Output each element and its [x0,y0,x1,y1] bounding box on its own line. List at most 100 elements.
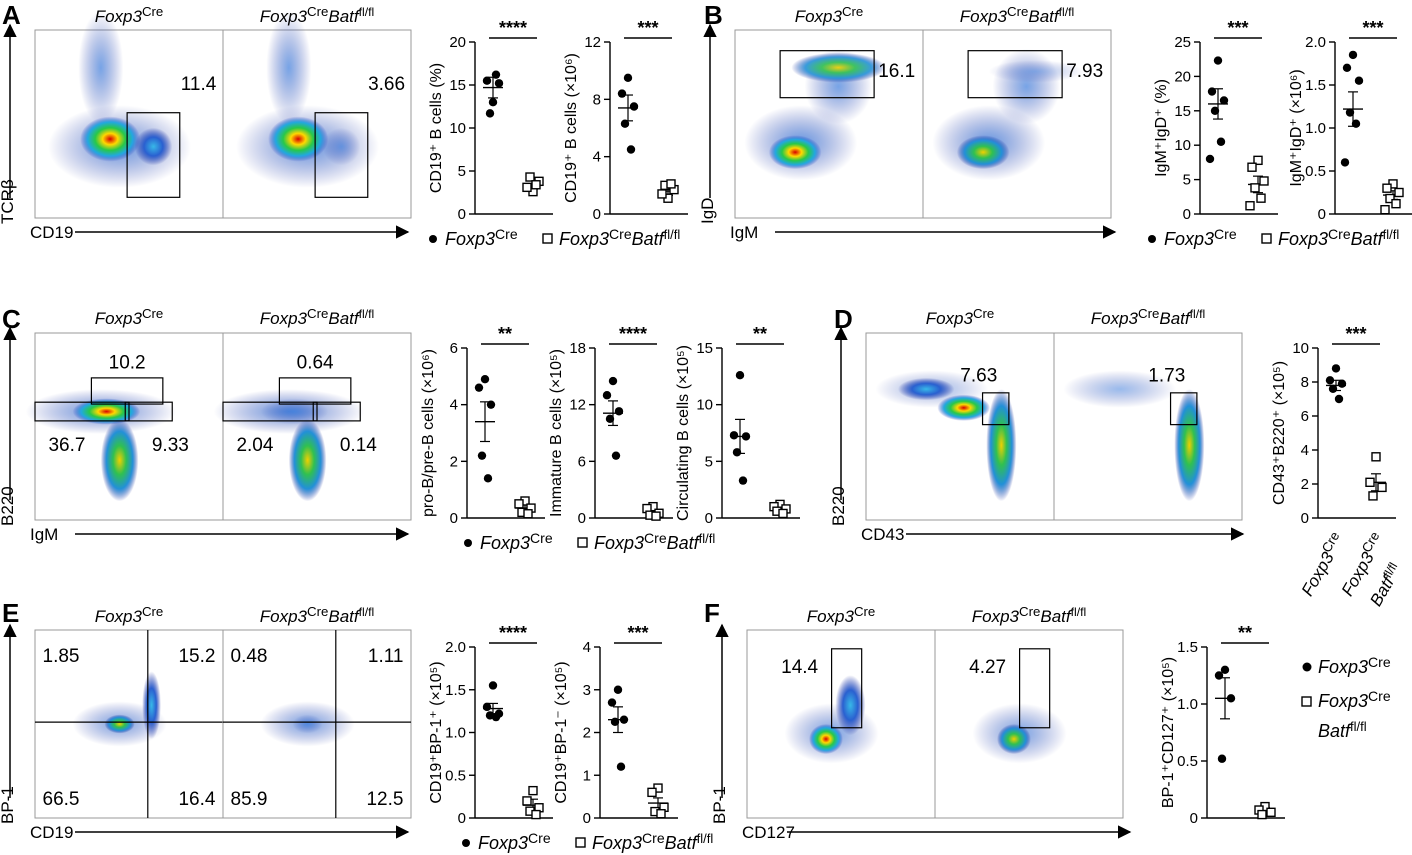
gate-percentage: 14.4 [781,657,818,678]
ko-data-point [666,179,676,189]
wt-data-point [1213,56,1223,65]
legend-f: Foxp3Cre Foxp3Cre Batffl/fl [1301,654,1391,741]
cell-density [986,389,1017,502]
ko-data-point [1253,155,1263,166]
flow-panel-e: Foxp3Cre 1.85 15.2 66.5 16.4 Foxp3CreBatffl/f… [0,604,412,842]
y-tick-label: 0 [450,510,458,527]
ko-data-point [1365,477,1375,487]
gate-percentage: 0.64 [297,353,334,374]
wt-data-point [1354,76,1364,85]
dot-plot-f-10: 0 0.5 1.0 1.5BP-1⁺CD127⁺ (×10⁵) ** [1160,623,1285,827]
gate-percentage: 11.4 [181,74,217,95]
y-axis-title: IgM⁺IgD⁺ (%) [1153,79,1170,177]
cd19-gate [314,112,369,198]
wt-legend-label: Foxp3Cre [478,830,551,853]
wt-data-point [491,712,501,722]
ko-data-point [1250,183,1260,193]
y-axis-title: CD19⁺BP-1⁺ (×10⁵) [428,661,445,803]
y-tick-label: 1.0 [1305,120,1326,137]
y-tick-label: 8 [593,91,601,108]
y-axis-title: Circulating B cells (×10⁵) [675,345,692,521]
significance-stars: *** [1227,18,1248,38]
wt-data-point [1328,384,1338,393]
wt-data-point [623,73,633,83]
wt-data-point [488,98,498,107]
ko-legend-marker [577,537,588,548]
y-tick-label: 5 [1183,172,1191,189]
wt-data-point [729,431,739,440]
significance-stars: ** [1238,623,1252,643]
ko-legend-label: Foxp3CreBatffl/fl [559,226,680,249]
cd43-gate [981,392,1010,426]
y-tick-label: 0 [1318,206,1326,223]
ko-genotype-title: Foxp3CreBatffl/fl [260,4,375,26]
wt-data-point [614,407,624,416]
flow-panel-f: Foxp3Cre 14.4 Foxp3CreBatffl/fl 4.27 CD127 BP… [710,604,1132,842]
y-tick-label: 0 [1183,206,1191,223]
y-tick-label: 4 [593,149,601,166]
y-axis-title: CD43⁺B220⁺ (×10⁵) [1271,361,1288,505]
y-tick-label: 12 [569,397,586,414]
ko-data-point [1385,193,1395,204]
wt-data-point [482,702,492,712]
y-tick-label: 12 [584,34,601,51]
y-tick-label: 0 [705,510,713,527]
cell-density [142,671,161,740]
flow-panel-a: Foxp3Cre 11.4 Foxp3CreBatffl/fl 3.66 CD19 TCR… [0,4,412,242]
wt-data-point [1207,87,1217,96]
quadrant-percentage: 66.5 [43,789,80,810]
cell-density [104,714,135,734]
wt-data-point [602,391,612,400]
wt-data-point [1205,154,1215,164]
cell-density [937,394,991,421]
significance-stars: *** [637,18,658,38]
ko-legend-label: Foxp3CreBatffl/fl [592,830,713,853]
wt-legend-label: Foxp3Cre [480,530,553,553]
ko-legend-marker [1301,696,1312,707]
ko-genotype-title: Foxp3CreBatffl/fl [972,604,1087,626]
igd-gate [779,50,875,99]
cell-density [72,398,141,425]
quadrant-percentage: 1.85 [43,646,80,667]
y-axis-title: CD19⁺ B cells (×10⁶) [563,53,580,203]
wt-flow-frame [865,332,1055,521]
wt-data-point [1216,137,1226,146]
wt-data-point [611,451,621,460]
y-axis-title: BP-1⁺CD127⁺ (×10⁵) [1160,657,1177,808]
wt-data-point [1331,364,1341,373]
wt-legend-marker [1302,662,1312,672]
y-tick-label: 4 [450,397,458,414]
ko-data-point [1257,809,1267,820]
cell-density [78,11,124,124]
y-tick-label: 8 [1301,374,1309,391]
ko-data-point [522,182,532,193]
cell-density [897,377,955,401]
wt-data-point [741,432,751,441]
y-axis-title: pro-B/pre-B cells (×10⁶) [420,349,437,517]
wt-data-point [1220,665,1230,674]
cell-density [835,675,866,736]
gate-percentage: 2.04 [236,435,273,456]
y-tick-label: 0.5 [445,767,466,784]
y-tick-label: 10 [1292,340,1309,357]
wt-legend-marker [464,539,472,547]
cell-density [992,48,1061,124]
ko-data-point [1391,198,1401,209]
cd43-gate [1169,392,1198,426]
y-tick-label: 15 [449,77,466,94]
gate-percentage: 16.1 [878,61,915,82]
wt-legend-marker [429,235,437,243]
x-axis-label: CD19 [30,823,73,842]
wt-data-point [1217,754,1227,763]
ko-legend-marker [542,233,553,244]
ko-data-point [1245,201,1255,211]
panel-label-e: E [2,598,19,628]
wt-data-point [1348,50,1358,60]
ko-genotype-title: Foxp3CreBatffl/fl [960,4,1075,26]
y-tick-label: 1.5 [445,682,466,699]
cell-density [266,11,312,124]
y-axis-label: B220 [829,486,848,526]
flow-plots: Foxp3Cre 11.4 Foxp3CreBatffl/fl 3.66 CD19 TCR… [0,4,1245,842]
ko-data-point [657,189,667,199]
